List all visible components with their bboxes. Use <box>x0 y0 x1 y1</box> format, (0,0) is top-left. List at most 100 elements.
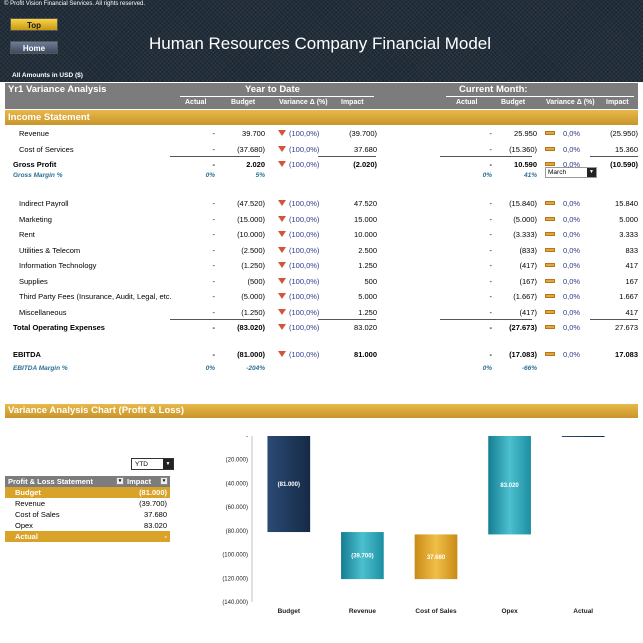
col-month-impact: Impact <box>606 99 629 106</box>
neutral-indicator-icon <box>545 325 555 329</box>
filter-dropdown-icon[interactable]: ▾ <box>160 477 168 485</box>
table-row: Cost of Services - (37.680) (100,0%) 37.… <box>19 145 638 154</box>
amounts-note: All Amounts in USD ($) <box>12 72 83 79</box>
table-row: Opex 83.020 <box>15 521 167 530</box>
analysis-header-bar: Yr1 Variance Analysis Year to Date Curre… <box>5 83 638 178</box>
ytd-label: Year to Date <box>245 84 300 95</box>
month-select-value: March <box>548 169 567 176</box>
y-tick-label: (100.000) <box>222 553 248 559</box>
col-month-actual: Actual <box>456 99 478 106</box>
month-underline <box>446 96 634 97</box>
period-select-value: YTD <box>135 461 148 468</box>
table-row: Budget (81.000) <box>5 487 170 498</box>
waterfall-bar <box>341 532 384 580</box>
waterfall-bar <box>561 436 605 437</box>
down-arrow-icon <box>278 231 286 237</box>
x-tick-label: Revenue <box>349 608 376 615</box>
down-arrow-icon <box>278 309 286 315</box>
subtotal-rule <box>318 319 376 320</box>
neutral-indicator-icon <box>545 279 555 283</box>
subtotal-rule <box>318 156 376 157</box>
y-tick-label: (80.000) <box>226 529 248 535</box>
table-row-gross-profit: Gross Profit - 2.020 (100,0%) (2.020) - … <box>13 160 638 169</box>
waterfall-bar <box>267 436 311 533</box>
ytd-underline <box>180 96 374 97</box>
subtotal-rule <box>590 156 638 157</box>
y-tick-label: (20.000) <box>226 458 248 464</box>
neutral-indicator-icon <box>545 201 555 205</box>
table-row-ebitda: EBITDA - (81.000) (100,0%) 81.000 - (17.… <box>13 350 638 359</box>
down-arrow-icon <box>278 324 286 330</box>
x-tick-label: Opex <box>501 608 518 615</box>
column-headers: Actual Budget Variance Δ (%) Impact Actu… <box>5 97 638 109</box>
down-arrow-icon <box>278 161 286 167</box>
pl-summary-table: Profit & Loss Statement ▾ Impact ▾ Budge… <box>5 476 170 542</box>
down-arrow-icon <box>278 262 286 268</box>
down-arrow-icon <box>278 351 286 357</box>
period-select[interactable]: YTD ▼ <box>131 458 174 470</box>
table-row: Cost of Sales 37.680 <box>15 510 167 519</box>
table-row: Information Technology - (1.250) (100,0%… <box>19 261 638 270</box>
subtotal-rule <box>440 156 532 157</box>
subtotal-rule <box>170 319 260 320</box>
neutral-indicator-icon <box>545 162 555 166</box>
waterfall-bar <box>414 534 458 580</box>
neutral-indicator-icon <box>545 294 555 298</box>
bar-data-label: (81.000) <box>278 482 300 488</box>
chevron-down-icon[interactable]: ▼ <box>587 168 596 177</box>
table-row: Marketing - (15.000) (100,0%) 15.000 - (… <box>19 215 638 224</box>
y-tick-label: (60.000) <box>226 505 248 511</box>
down-arrow-icon <box>278 247 286 253</box>
col-month-variance: Variance Δ (%) <box>546 99 595 106</box>
income-statement-header: Income Statement <box>5 110 638 125</box>
pl-header-impact: Impact <box>127 477 152 486</box>
x-tick-label: Budget <box>278 608 301 615</box>
top-button[interactable]: Top <box>10 18 58 31</box>
month-select[interactable]: March ▼ <box>545 167 597 178</box>
page-title: Human Resources Company Financial Model <box>148 34 492 53</box>
header-banner: © Profit Vision Financial Services. All … <box>0 0 643 82</box>
col-actual: Actual <box>185 99 207 106</box>
table-row: Rent - (10.000) (100,0%) 10.000 - (3.333… <box>19 230 638 239</box>
table-row: Third Party Fees (Insurance, Audit, Lega… <box>19 292 638 301</box>
neutral-indicator-icon <box>545 352 555 356</box>
subtotal-rule <box>440 319 532 320</box>
chart-section-header: Variance Analysis Chart (Profit & Loss) <box>5 404 638 418</box>
table-row: Actual - <box>5 531 170 542</box>
table-row: Revenue - 39.700 (100,0%) (39.700) - 25.… <box>19 129 638 138</box>
col-variance: Variance Δ (%) <box>279 99 328 106</box>
neutral-indicator-icon <box>545 310 555 314</box>
down-arrow-icon <box>278 216 286 222</box>
home-button[interactable]: Home <box>10 41 58 54</box>
table-row: Indirect Payroll - (47.520) (100,0%) 47.… <box>19 199 638 208</box>
waterfall-bar <box>488 436 531 535</box>
x-tick-label: Actual <box>573 608 593 615</box>
subtotal-rule <box>590 319 638 320</box>
x-tick-label: Cost of Sales <box>415 608 457 615</box>
analysis-title: Yr1 Variance Analysis <box>8 84 107 95</box>
y-tick-label: (140.000) <box>222 600 248 606</box>
chevron-down-icon[interactable]: ▼ <box>163 459 173 469</box>
neutral-indicator-icon <box>545 131 555 135</box>
table-row-ebitda-margin: EBITDA Margin % 0% -204% 0% -66% <box>13 365 537 372</box>
current-month-label: Current Month: <box>459 84 528 95</box>
y-tick-label: (40.000) <box>226 481 248 487</box>
col-budget: Budget <box>231 99 256 106</box>
neutral-indicator-icon <box>545 232 555 236</box>
pl-header-statement: Profit & Loss Statement <box>8 477 94 486</box>
neutral-indicator-icon <box>545 248 555 252</box>
y-tick-label: (120.000) <box>222 576 248 582</box>
col-impact: Impact <box>341 99 364 106</box>
table-row: Miscellaneous - (1.250) (100,0%) 1.250 -… <box>19 308 638 317</box>
table-row-total-opex: Total Operating Expenses - (83.020) (100… <box>13 323 638 332</box>
down-arrow-icon <box>278 200 286 206</box>
filter-dropdown-icon[interactable]: ▾ <box>116 477 124 485</box>
neutral-indicator-icon <box>545 217 555 221</box>
bar-data-label: 83.020 <box>500 483 519 489</box>
bar-data-label: 37.680 <box>427 555 446 561</box>
down-arrow-icon <box>278 278 286 284</box>
neutral-indicator-icon <box>545 147 555 151</box>
bar-data-label: (39.700) <box>351 554 373 560</box>
table-row: Utilities & Telecom - (2.500) (100,0%) 2… <box>19 246 638 255</box>
copyright-text: © Profit Vision Financial Services. All … <box>4 1 146 7</box>
